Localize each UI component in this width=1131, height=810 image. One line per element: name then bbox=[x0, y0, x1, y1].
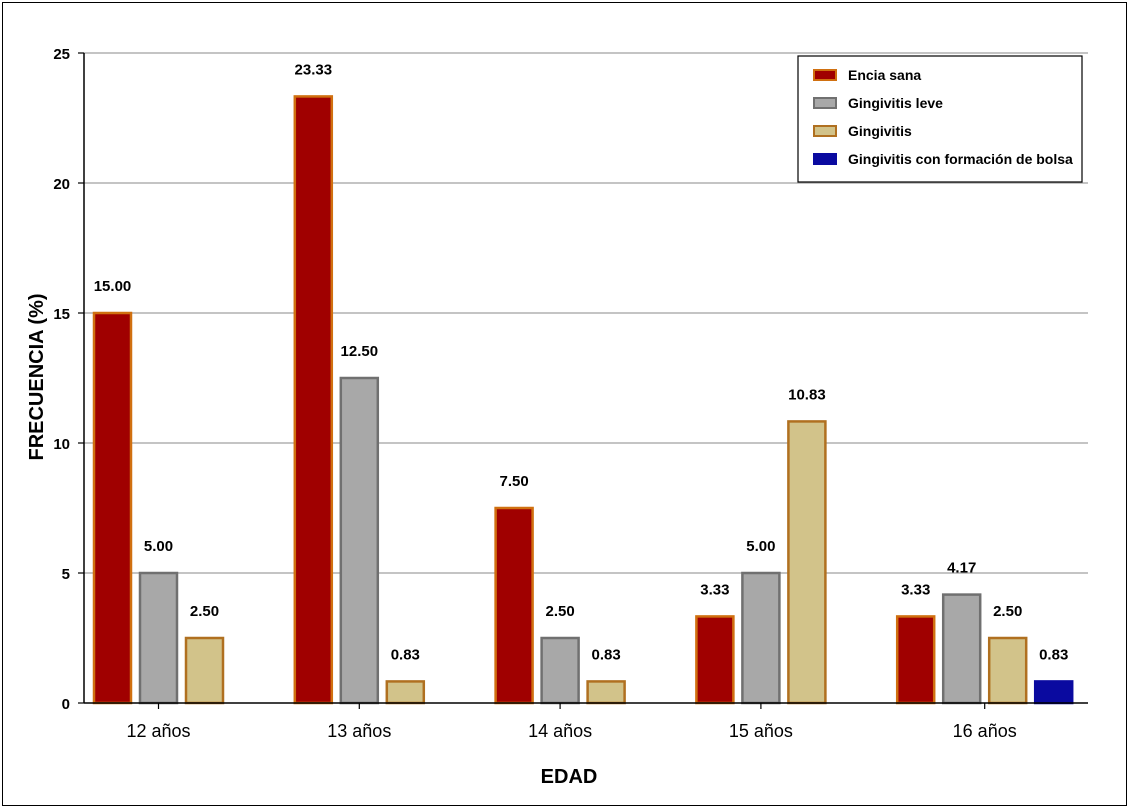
x-category-label: 14 años bbox=[528, 721, 592, 741]
legend: Encia sana Gingivitis leve Gingivitis Gingi… bbox=[797, 55, 1083, 183]
y-tick-label: 15 bbox=[53, 306, 70, 323]
bars bbox=[92, 95, 1074, 705]
bar bbox=[92, 311, 133, 705]
data-label: 3.33 bbox=[700, 581, 729, 598]
data-label: 15.00 bbox=[94, 278, 132, 295]
bar-chart: 15.00 5.00 2.50 23.33 12.50 0.83 7.50 2.50 0.83 3… bbox=[26, 46, 1088, 788]
data-label: 4.17 bbox=[947, 560, 976, 577]
data-label: 0.83 bbox=[1039, 646, 1068, 663]
y-tick-label: 5 bbox=[62, 566, 70, 583]
data-label: 7.50 bbox=[499, 473, 528, 490]
bar bbox=[540, 636, 580, 705]
bar bbox=[494, 506, 534, 705]
legend-label: Gingivitis bbox=[848, 123, 912, 139]
x-axis-title: EDAD bbox=[541, 766, 598, 788]
x-category-label: 13 años bbox=[327, 721, 391, 741]
bar bbox=[987, 636, 1028, 705]
legend-label: Encia sana bbox=[848, 67, 921, 83]
x-axis-categories: 12 años 13 años 14 años 15 años 16 años bbox=[126, 721, 1016, 741]
legend-swatch bbox=[813, 125, 837, 137]
data-label: 23.33 bbox=[295, 61, 333, 78]
data-label: 10.83 bbox=[788, 386, 826, 403]
data-label: 5.00 bbox=[746, 538, 775, 555]
bar bbox=[184, 636, 225, 705]
legend-box bbox=[797, 55, 1083, 183]
data-label: 5.00 bbox=[144, 538, 173, 555]
bar bbox=[741, 571, 781, 705]
legend-swatch bbox=[813, 69, 837, 81]
legend-label: Gingivitis leve bbox=[848, 95, 943, 111]
data-label: 3.33 bbox=[901, 581, 930, 598]
y-tick-label: 0 bbox=[62, 696, 70, 713]
x-category-label: 12 años bbox=[126, 721, 190, 741]
y-tick-label: 10 bbox=[53, 436, 70, 453]
legend-swatch bbox=[813, 97, 837, 109]
data-label: 2.50 bbox=[993, 603, 1022, 620]
bar bbox=[1033, 680, 1074, 705]
data-label: 0.83 bbox=[391, 646, 420, 663]
axes bbox=[78, 52, 1088, 709]
bar bbox=[586, 680, 626, 705]
bar bbox=[787, 420, 827, 705]
y-tick-label: 20 bbox=[53, 176, 70, 193]
bar bbox=[293, 95, 334, 705]
bar bbox=[339, 376, 380, 705]
bar bbox=[695, 615, 735, 705]
data-label: 0.83 bbox=[591, 646, 620, 663]
gridlines bbox=[84, 52, 1088, 574]
y-axis-title: FRECUENCIA (%) bbox=[26, 293, 48, 460]
y-axis-ticks: 0 5 10 15 20 25 bbox=[53, 46, 70, 713]
data-label: 2.50 bbox=[190, 603, 219, 620]
y-tick-label: 25 bbox=[53, 46, 70, 63]
legend-swatch bbox=[813, 153, 837, 165]
bar bbox=[138, 571, 179, 705]
x-category-label: 16 años bbox=[953, 721, 1017, 741]
x-category-label: 15 años bbox=[729, 721, 793, 741]
legend-label: Gingivitis con formación de bolsa bbox=[848, 151, 1073, 167]
data-labels: 15.00 5.00 2.50 23.33 12.50 0.83 7.50 2.50 0.83 3… bbox=[94, 61, 1069, 663]
bar bbox=[895, 615, 936, 705]
data-label: 2.50 bbox=[545, 603, 574, 620]
bar bbox=[941, 593, 982, 705]
data-label: 12.50 bbox=[341, 343, 379, 360]
bar bbox=[385, 680, 426, 705]
